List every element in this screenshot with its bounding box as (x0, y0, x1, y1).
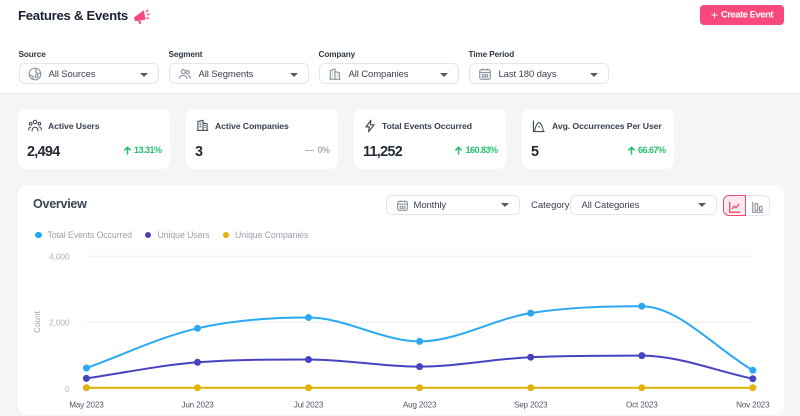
svg-text:Count: Count (33, 310, 42, 333)
svg-text:Aug 2023: Aug 2023 (403, 401, 437, 410)
svg-text:Jun 2023: Jun 2023 (181, 401, 214, 410)
svg-text:Jul 2023: Jul 2023 (294, 401, 324, 410)
svg-text:Sep 2023: Sep 2023 (514, 401, 548, 410)
svg-text:4,000: 4,000 (49, 253, 70, 262)
svg-text:0: 0 (65, 385, 70, 394)
svg-text:May 2023: May 2023 (69, 401, 104, 410)
svg-text:Nov 2023: Nov 2023 (736, 401, 770, 410)
svg-text:2,000: 2,000 (49, 319, 70, 328)
svg-text:Oct 2023: Oct 2023 (626, 401, 658, 410)
